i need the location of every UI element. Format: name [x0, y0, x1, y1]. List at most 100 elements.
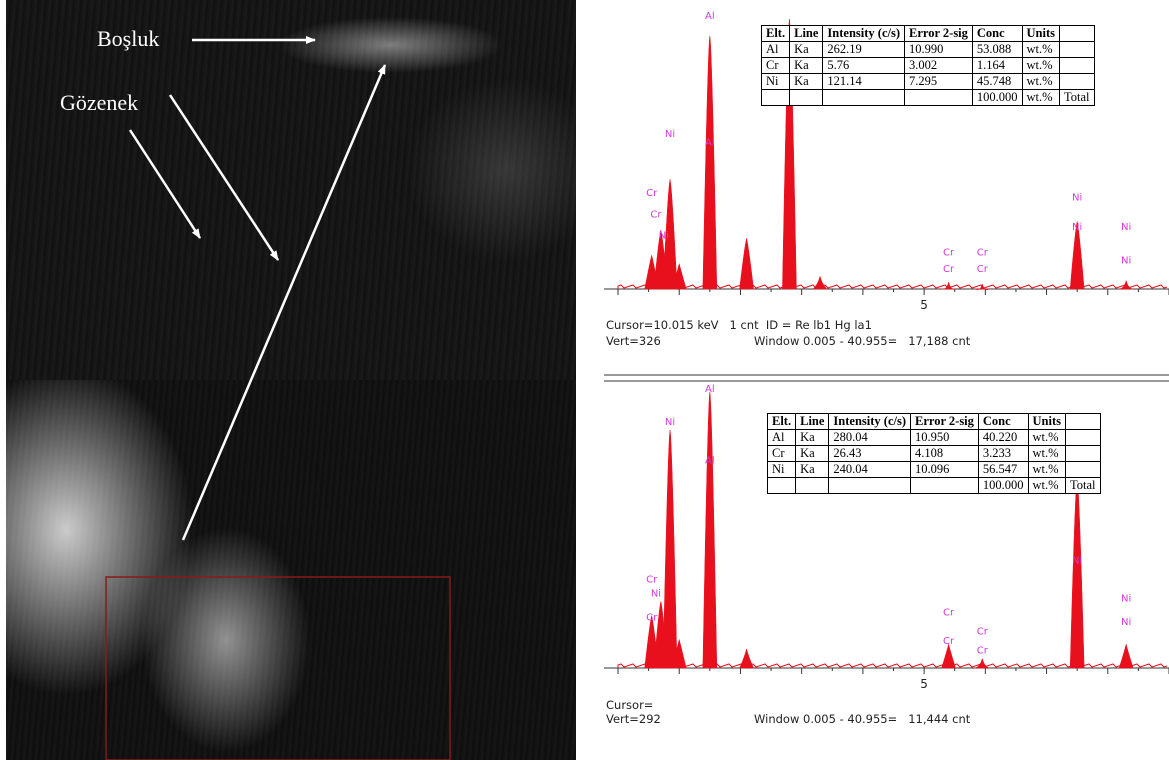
spectrum-peak: [1118, 644, 1134, 669]
peak-label: Cr: [943, 636, 955, 647]
table-row: Al Ka 280.04 10.950 40.220 wt.%: [766, 429, 1101, 446]
table-cell: wt.%: [1027, 445, 1067, 462]
table-cell: 3.233: [977, 445, 1029, 462]
table-header-row: Elt. Line Intensity (c/s) Error 2-sig Conc Un…: [760, 25, 1095, 42]
table-cell: [1059, 57, 1095, 74]
table-cell: Ka: [795, 445, 830, 462]
peak-label: Cr: [943, 608, 955, 619]
table-header-cell: Conc: [971, 25, 1023, 42]
spectrum-peak: [974, 283, 991, 291]
results-table-bottom: Elt. Line Intensity (c/s) Error 2-sig Conc Un…: [766, 413, 1101, 494]
table-cell: wt.%: [1027, 429, 1067, 446]
cursor-readout: Cursor=: [606, 698, 654, 712]
peak-label: Ni: [1121, 617, 1131, 628]
table-cell: [828, 477, 911, 494]
peak-label: Al: [705, 11, 715, 22]
x-tick-label: 5: [920, 298, 928, 312]
table-cell: Ka: [789, 73, 824, 90]
peak-label: Ni: [659, 230, 669, 241]
table-cell: 10.990: [904, 41, 973, 58]
table-cell: wt.%: [1027, 461, 1067, 478]
table-cell: 100.000: [977, 477, 1029, 494]
table-cell: [1065, 445, 1101, 462]
sem-micrograph-top: [6, 0, 576, 380]
table-cell: [1059, 73, 1095, 90]
table-cell: 3.002: [904, 57, 973, 74]
table-cell: wt.%: [1021, 73, 1061, 90]
table-header-cell: Units: [1021, 25, 1061, 42]
background-signal: [617, 284, 1168, 289]
peak-label: Ni: [1072, 222, 1082, 233]
peak-label: Al: [705, 138, 715, 149]
table-cell: Al: [766, 429, 797, 446]
table-header-cell: Elt.: [766, 413, 797, 430]
table-row: Al Ka 262.19 10.990 53.088 wt.%: [760, 41, 1095, 58]
pore-arrow-1: [128, 129, 202, 239]
roi-box: [105, 576, 451, 760]
x-tick-label: 5: [920, 677, 928, 691]
table-header-cell: Line: [795, 413, 830, 430]
table-cell: [904, 89, 973, 106]
peak-label: Cr: [646, 612, 658, 623]
table-row: Ni Ka 121.14 7.295 45.748 wt.%: [760, 73, 1095, 90]
table-cell: 121.14: [822, 73, 905, 90]
table-cell: 100.000: [971, 89, 1023, 106]
peak-label: Cr: [650, 209, 662, 220]
table-cell: 280.04: [828, 429, 911, 446]
table-cell: Ka: [795, 429, 830, 446]
table-cell: 5.76: [822, 57, 905, 74]
spectrum-peak: [1069, 477, 1085, 669]
table-cell: wt.%: [1021, 41, 1061, 58]
table-header-cell: [1059, 25, 1095, 42]
spectrum-peak: [1119, 280, 1134, 290]
background-signal: [617, 663, 1168, 668]
table-cell: Ni: [760, 73, 791, 90]
peak-label: Ni: [651, 589, 661, 600]
table-row: Ni Ka 240.04 10.096 56.547 wt.%: [766, 461, 1101, 478]
table-row: 100.000 wt.% Total: [760, 89, 1095, 106]
table-row: Cr Ka 5.76 3.002 1.164 wt.%: [760, 57, 1095, 74]
table-row: 100.000 wt.% Total: [766, 477, 1101, 494]
table-cell: 26.43: [828, 445, 911, 462]
table-cell: [822, 89, 905, 106]
spectrum-peak: [941, 644, 956, 669]
table-cell: 1.164: [971, 57, 1023, 74]
table-header-cell: Elt.: [760, 25, 791, 42]
window-readout: Window 0.005 - 40.955= 17,188 cnt: [754, 334, 971, 348]
peak-label: Ni: [1072, 192, 1082, 203]
cursor-readout: Cursor=10.015 keV 1 cnt ID = Re lb1 Hg l…: [606, 318, 872, 332]
peak-label: Cr: [646, 574, 658, 585]
peak-label: Cr: [943, 264, 955, 275]
table-cell: 56.547: [977, 461, 1029, 478]
peak-label: Cr: [977, 247, 989, 258]
peak-label: Ni: [1121, 222, 1131, 233]
table-header-cell: Line: [789, 25, 824, 42]
spectrum-peak: [702, 391, 718, 669]
spectrum-peak: [812, 276, 828, 290]
table-row: Cr Ka 26.43 4.108 3.233 wt.%: [766, 445, 1101, 462]
table-header-cell: Conc: [977, 413, 1029, 430]
table-cell: Ka: [795, 461, 830, 478]
spectrum-peak: [782, 19, 797, 290]
spectrum-peak: [702, 35, 718, 290]
table-cell: 10.950: [910, 429, 979, 446]
peak-label: Cr: [977, 264, 989, 275]
eds-spectrum-top: 5 Al Al Ni Cr Cr Ni Cr Cr Cr Cr Ni Ni Ni Ni Elt. Line In…: [604, 0, 1169, 376]
table-header-cell: Error 2-sig: [904, 25, 973, 42]
table-cell: Total: [1059, 89, 1095, 106]
table-cell: 45.748: [971, 73, 1023, 90]
table-cell: 7.295: [904, 73, 973, 90]
peak-label: Ni: [665, 417, 675, 428]
table-header-cell: Error 2-sig: [910, 413, 979, 430]
table-cell: Ka: [789, 57, 824, 74]
table-cell: [910, 477, 979, 494]
peak-label: Cr: [943, 247, 955, 258]
table-cell: [1065, 461, 1101, 478]
peak-label: Ni: [1121, 256, 1131, 267]
table-cell: [760, 89, 791, 106]
table-cell: 240.04: [828, 461, 911, 478]
peak-label: Al: [705, 455, 715, 466]
spectrum-peak: [662, 429, 678, 669]
table-cell: [1059, 41, 1095, 58]
